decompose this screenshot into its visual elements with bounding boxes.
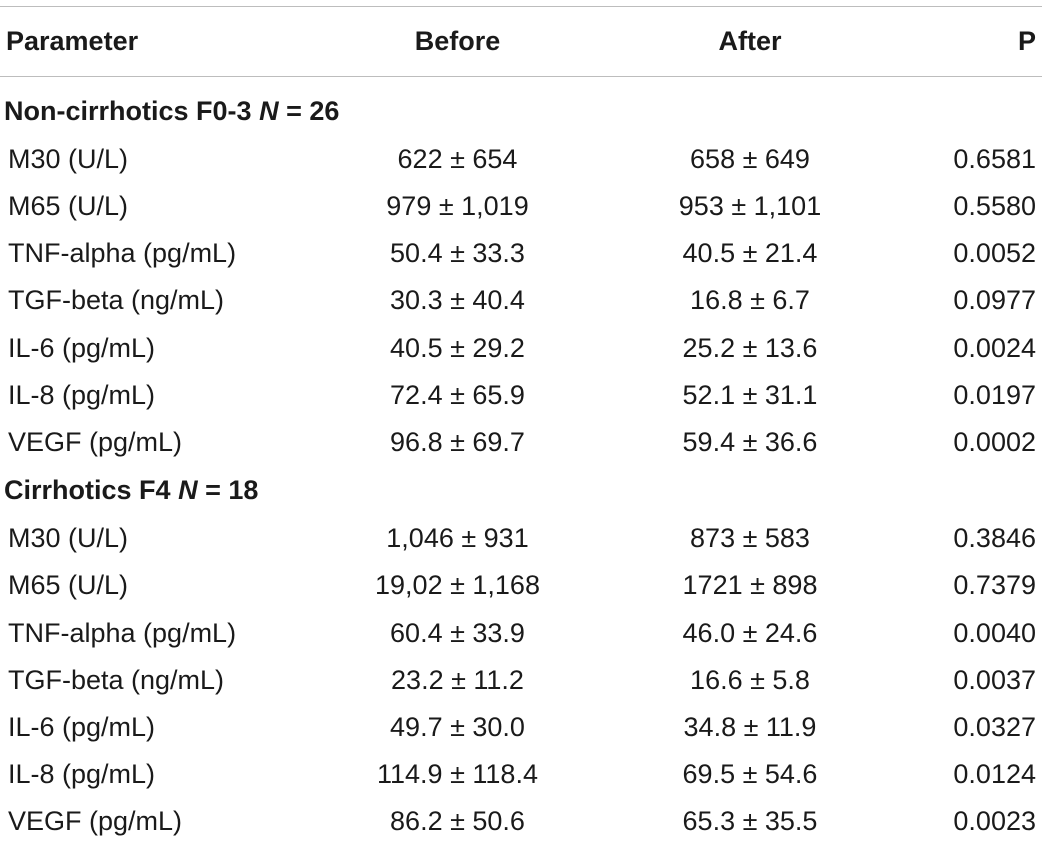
row-parameter: IL-8 (pg/mL)	[8, 380, 156, 410]
table-row: IL-8 (pg/mL) 72.4 ± 65.9 52.1 ± 31.1 0.0…	[0, 372, 1042, 418]
table-row: VEGF (pg/mL) 86.2 ± 50.6 65.3 ± 35.5 0.0…	[0, 798, 1042, 844]
row-p: 0.7379	[953, 570, 1036, 600]
header-parameter: Parameter	[6, 26, 139, 56]
table-row: IL-6 (pg/mL) 49.7 ± 30.0 34.8 ± 11.9 0.0…	[0, 704, 1042, 750]
row-p: 0.0197	[953, 380, 1036, 410]
row-before: 30.3 ± 40.4	[390, 285, 525, 315]
row-before: 86.2 ± 50.6	[390, 806, 525, 836]
group-heading-cirrhotics: Cirrhotics F4 N = 18	[0, 467, 1042, 513]
header-after: After	[718, 26, 782, 56]
row-after: 52.1 ± 31.1	[682, 380, 818, 410]
row-p: 0.0052	[953, 238, 1036, 268]
table-row: TNF-alpha (pg/mL) 60.4 ± 33.9 46.0 ± 24.…	[0, 610, 1042, 656]
row-p: 0.3846	[953, 523, 1036, 553]
table-row: M65 (U/L) 19,02 ± 1,168 1721 ± 898 0.737…	[0, 562, 1042, 608]
table-header-row: Parameter Before After P	[0, 18, 1042, 64]
row-before: 114.9 ± 118.4	[377, 759, 538, 789]
row-after: 69.5 ± 54.6	[682, 759, 818, 789]
header-p: P	[1017, 26, 1036, 56]
row-parameter: M65 (U/L)	[8, 570, 129, 600]
row-before: 622 ± 654	[397, 144, 518, 174]
row-p: 0.6581	[953, 144, 1036, 174]
row-after: 65.3 ± 35.5	[682, 806, 818, 836]
row-parameter: VEGF (pg/mL)	[8, 806, 183, 836]
row-parameter: TGF-beta (ng/mL)	[8, 665, 225, 695]
row-parameter: TGF-beta (ng/mL)	[8, 285, 225, 315]
table-row: M65 (U/L) 979 ± 1,019 953 ± 1,101 0.5580	[0, 183, 1042, 229]
row-parameter: M30 (U/L)	[8, 523, 129, 553]
row-after: 16.6 ± 5.8	[690, 665, 810, 695]
row-parameter: TNF-alpha (pg/mL)	[8, 618, 237, 648]
group-heading-text: Cirrhotics F4 N = 18	[4, 475, 259, 505]
row-after: 658 ± 649	[690, 144, 810, 174]
table-row: TNF-alpha (pg/mL) 50.4 ± 33.3 40.5 ± 21.…	[0, 230, 1042, 276]
group-heading-non-cirrhotics: Non-cirrhotics F0-3 N = 26	[0, 88, 1042, 134]
row-p: 0.5580	[953, 191, 1036, 221]
row-p: 0.0977	[953, 285, 1036, 315]
row-p: 0.0002	[953, 427, 1036, 457]
row-after: 953 ± 1,101	[678, 191, 822, 221]
row-before: 96.8 ± 69.7	[390, 427, 525, 457]
row-parameter: VEGF (pg/mL)	[8, 427, 183, 457]
row-parameter: M30 (U/L)	[8, 144, 129, 174]
row-after: 59.4 ± 36.6	[682, 427, 818, 457]
table-row: M30 (U/L) 1,046 ± 931 873 ± 583 0.3846	[0, 515, 1042, 561]
top-rule	[0, 6, 1042, 7]
row-before: 50.4 ± 33.3	[390, 238, 525, 268]
row-before: 72.4 ± 65.9	[390, 380, 525, 410]
row-before: 19,02 ± 1,168	[375, 570, 540, 600]
table-row: TGF-beta (ng/mL) 23.2 ± 11.2 16.6 ± 5.8 …	[0, 657, 1042, 703]
row-before: 979 ± 1,019	[386, 191, 529, 221]
table-row: IL-8 (pg/mL) 114.9 ± 118.4 69.5 ± 54.6 0…	[0, 751, 1042, 797]
row-before: 1,046 ± 931	[386, 523, 529, 553]
row-parameter: TNF-alpha (pg/mL)	[8, 238, 237, 268]
row-after: 40.5 ± 21.4	[682, 238, 818, 268]
row-parameter: IL-6 (pg/mL)	[8, 333, 156, 363]
row-after: 16.8 ± 6.7	[690, 285, 810, 315]
group-heading-text: Non-cirrhotics F0-3 N = 26	[4, 96, 340, 126]
table-row: VEGF (pg/mL) 96.8 ± 69.7 59.4 ± 36.6 0.0…	[0, 419, 1042, 465]
row-after: 25.2 ± 13.6	[682, 333, 818, 363]
table-row: IL-6 (pg/mL) 40.5 ± 29.2 25.2 ± 13.6 0.0…	[0, 325, 1042, 371]
row-p: 0.0023	[953, 806, 1036, 836]
table-row: TGF-beta (ng/mL) 30.3 ± 40.4 16.8 ± 6.7 …	[0, 277, 1042, 323]
row-parameter: IL-6 (pg/mL)	[8, 712, 156, 742]
row-before: 23.2 ± 11.2	[391, 665, 524, 695]
row-after: 1721 ± 898	[682, 570, 818, 600]
row-after: 34.8 ± 11.9	[683, 712, 817, 742]
header-rule	[0, 76, 1042, 77]
row-p: 0.0037	[953, 665, 1036, 695]
table-row: M30 (U/L) 622 ± 654 658 ± 649 0.6581	[0, 136, 1042, 182]
row-parameter: IL-8 (pg/mL)	[8, 759, 156, 789]
row-before: 49.7 ± 30.0	[390, 712, 525, 742]
row-p: 0.0040	[953, 618, 1036, 648]
row-parameter: M65 (U/L)	[8, 191, 129, 221]
row-after: 873 ± 583	[690, 523, 810, 553]
row-p: 0.0327	[953, 712, 1036, 742]
header-before: Before	[414, 26, 501, 56]
row-before: 60.4 ± 33.9	[390, 618, 525, 648]
row-p: 0.0024	[953, 333, 1036, 363]
row-after: 46.0 ± 24.6	[682, 618, 818, 648]
row-before: 40.5 ± 29.2	[390, 333, 525, 363]
row-p: 0.0124	[953, 759, 1036, 789]
